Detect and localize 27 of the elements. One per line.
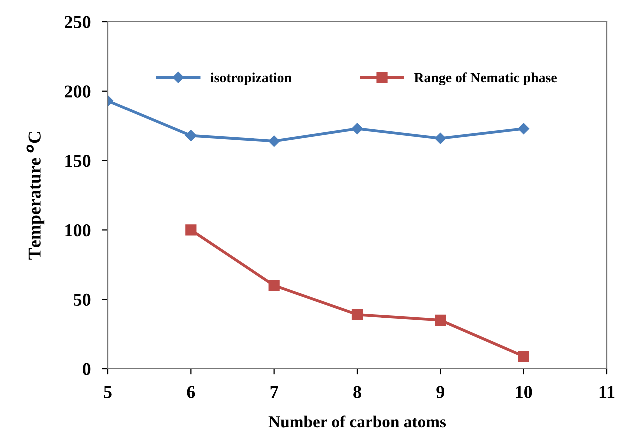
x-tick-label: 5 — [104, 386, 112, 398]
x-tick-label: 7 — [270, 386, 278, 398]
y-axis-title: Temperature $^{o}$C — [26, 132, 45, 260]
point — [268, 136, 280, 147]
point — [518, 350, 530, 362]
x-tick-label: 6 — [187, 386, 196, 398]
y-tick-label: 200 — [65, 86, 91, 98]
x-tick-label: 10 — [516, 386, 532, 398]
point — [268, 280, 280, 292]
point — [352, 309, 364, 320]
x-tick-label: 9 — [436, 386, 445, 398]
point — [518, 123, 530, 134]
legend-label: isotropization — [210, 72, 292, 86]
y-tick-label: 0 — [82, 363, 91, 376]
x-axis-title: Number of carbon atoms — [268, 416, 446, 428]
y-tick-label: 150 — [66, 155, 91, 168]
y-tick-label: 50 — [74, 294, 91, 306]
legend-label: Range of Nematic phase — [414, 72, 557, 86]
x-tick-label: 11 — [600, 386, 615, 398]
point — [435, 314, 446, 326]
y-tick-label: 250 — [65, 16, 91, 28]
y-tick-label: 100 — [66, 224, 91, 237]
point — [352, 123, 364, 134]
x-tick-label: 8 — [354, 386, 362, 398]
point — [186, 130, 197, 142]
point — [435, 132, 446, 144]
point — [186, 224, 197, 236]
